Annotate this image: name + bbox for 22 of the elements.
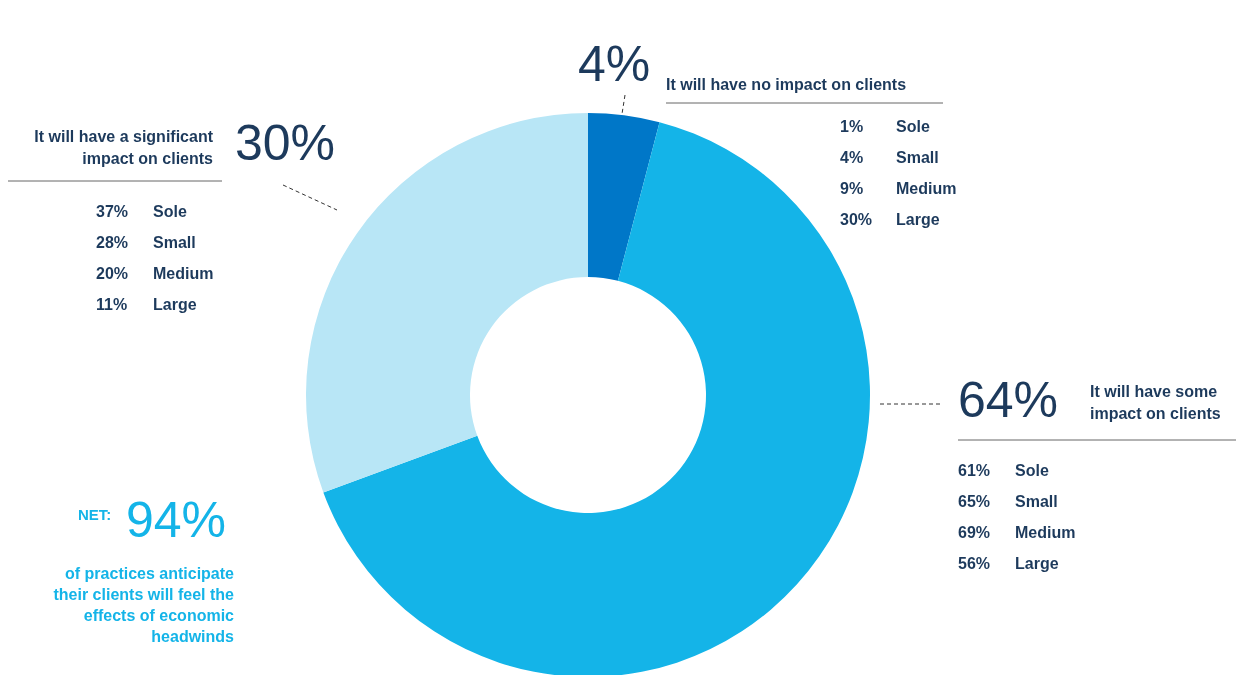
- text: 37% Sole: [96, 203, 187, 220]
- text: 94%: [126, 491, 227, 550]
- text: 28% Small: [96, 234, 196, 251]
- text: 69% Medium: [958, 524, 1076, 541]
- text: NET:: [78, 506, 112, 523]
- text: 4% Small: [840, 149, 939, 166]
- data-label: 30%: [235, 114, 336, 173]
- text: 9% Medium: [840, 180, 957, 197]
- text: 11% Large: [96, 296, 197, 313]
- slice-label: It will have some impact on clients: [1090, 382, 1222, 424]
- text: 56% Large: [958, 555, 1059, 572]
- text: 61% Sole: [958, 462, 1049, 479]
- text: 1% Sole: [840, 118, 930, 135]
- slice-label: It will have no impact on clients: [666, 75, 908, 95]
- data-label: 64%: [958, 371, 1059, 430]
- data-label: 4%: [578, 35, 651, 94]
- text: 30% Large: [840, 211, 940, 228]
- text: 20% Medium: [96, 265, 214, 282]
- text: of practices anticipate their clients will feel the effects of economic headwinds: [52, 564, 234, 647]
- donut-slice: [588, 113, 660, 281]
- text: 65% Small: [958, 493, 1058, 510]
- slice-label: It will have a significant impact on clients: [33, 127, 213, 169]
